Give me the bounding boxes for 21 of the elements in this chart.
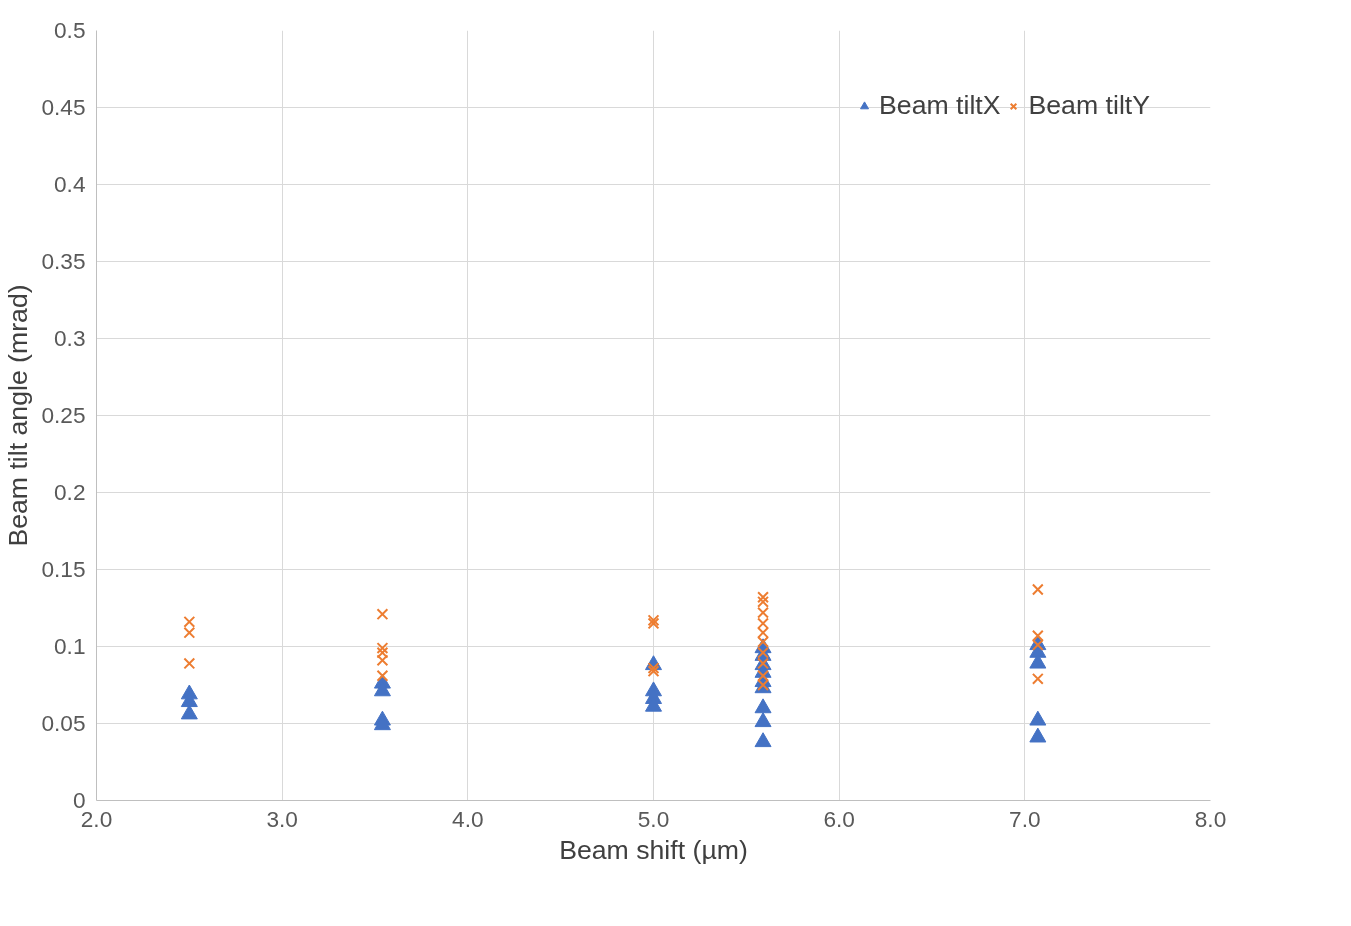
y-tick-label: 0.2 xyxy=(54,479,86,505)
x-tick-label: 3.0 xyxy=(266,805,298,832)
y-tick-label: 0.35 xyxy=(41,248,86,274)
y-axis-title: Beam tilt angle (mrad) xyxy=(3,284,34,547)
x-tick-label: 6.0 xyxy=(823,805,855,832)
y-tick-label: 0 xyxy=(72,787,86,813)
y-tick-label: 0.05 xyxy=(41,710,86,736)
legend-label: Beam tiltX xyxy=(879,90,1001,121)
x-tick-label: 5.0 xyxy=(637,805,670,832)
y-tick-label: 0.4 xyxy=(54,171,86,197)
y-tick-label: 0.15 xyxy=(41,556,86,582)
x-tick-label: 8.0 xyxy=(1194,805,1227,832)
x-tick-label: 7.0 xyxy=(1009,805,1041,832)
y-tick-label: 0.1 xyxy=(54,633,86,659)
y-tick-label: 0.25 xyxy=(41,402,86,428)
x-axis-title: Beam shift (µm) xyxy=(559,834,748,865)
y-tick-label: 0.3 xyxy=(54,325,86,351)
legend-label: Beam tiltY xyxy=(1028,90,1150,121)
y-tick-label: 0.45 xyxy=(41,94,86,120)
y-tick-label: 0.5 xyxy=(54,17,86,43)
x-tick-label: 4.0 xyxy=(452,805,484,832)
